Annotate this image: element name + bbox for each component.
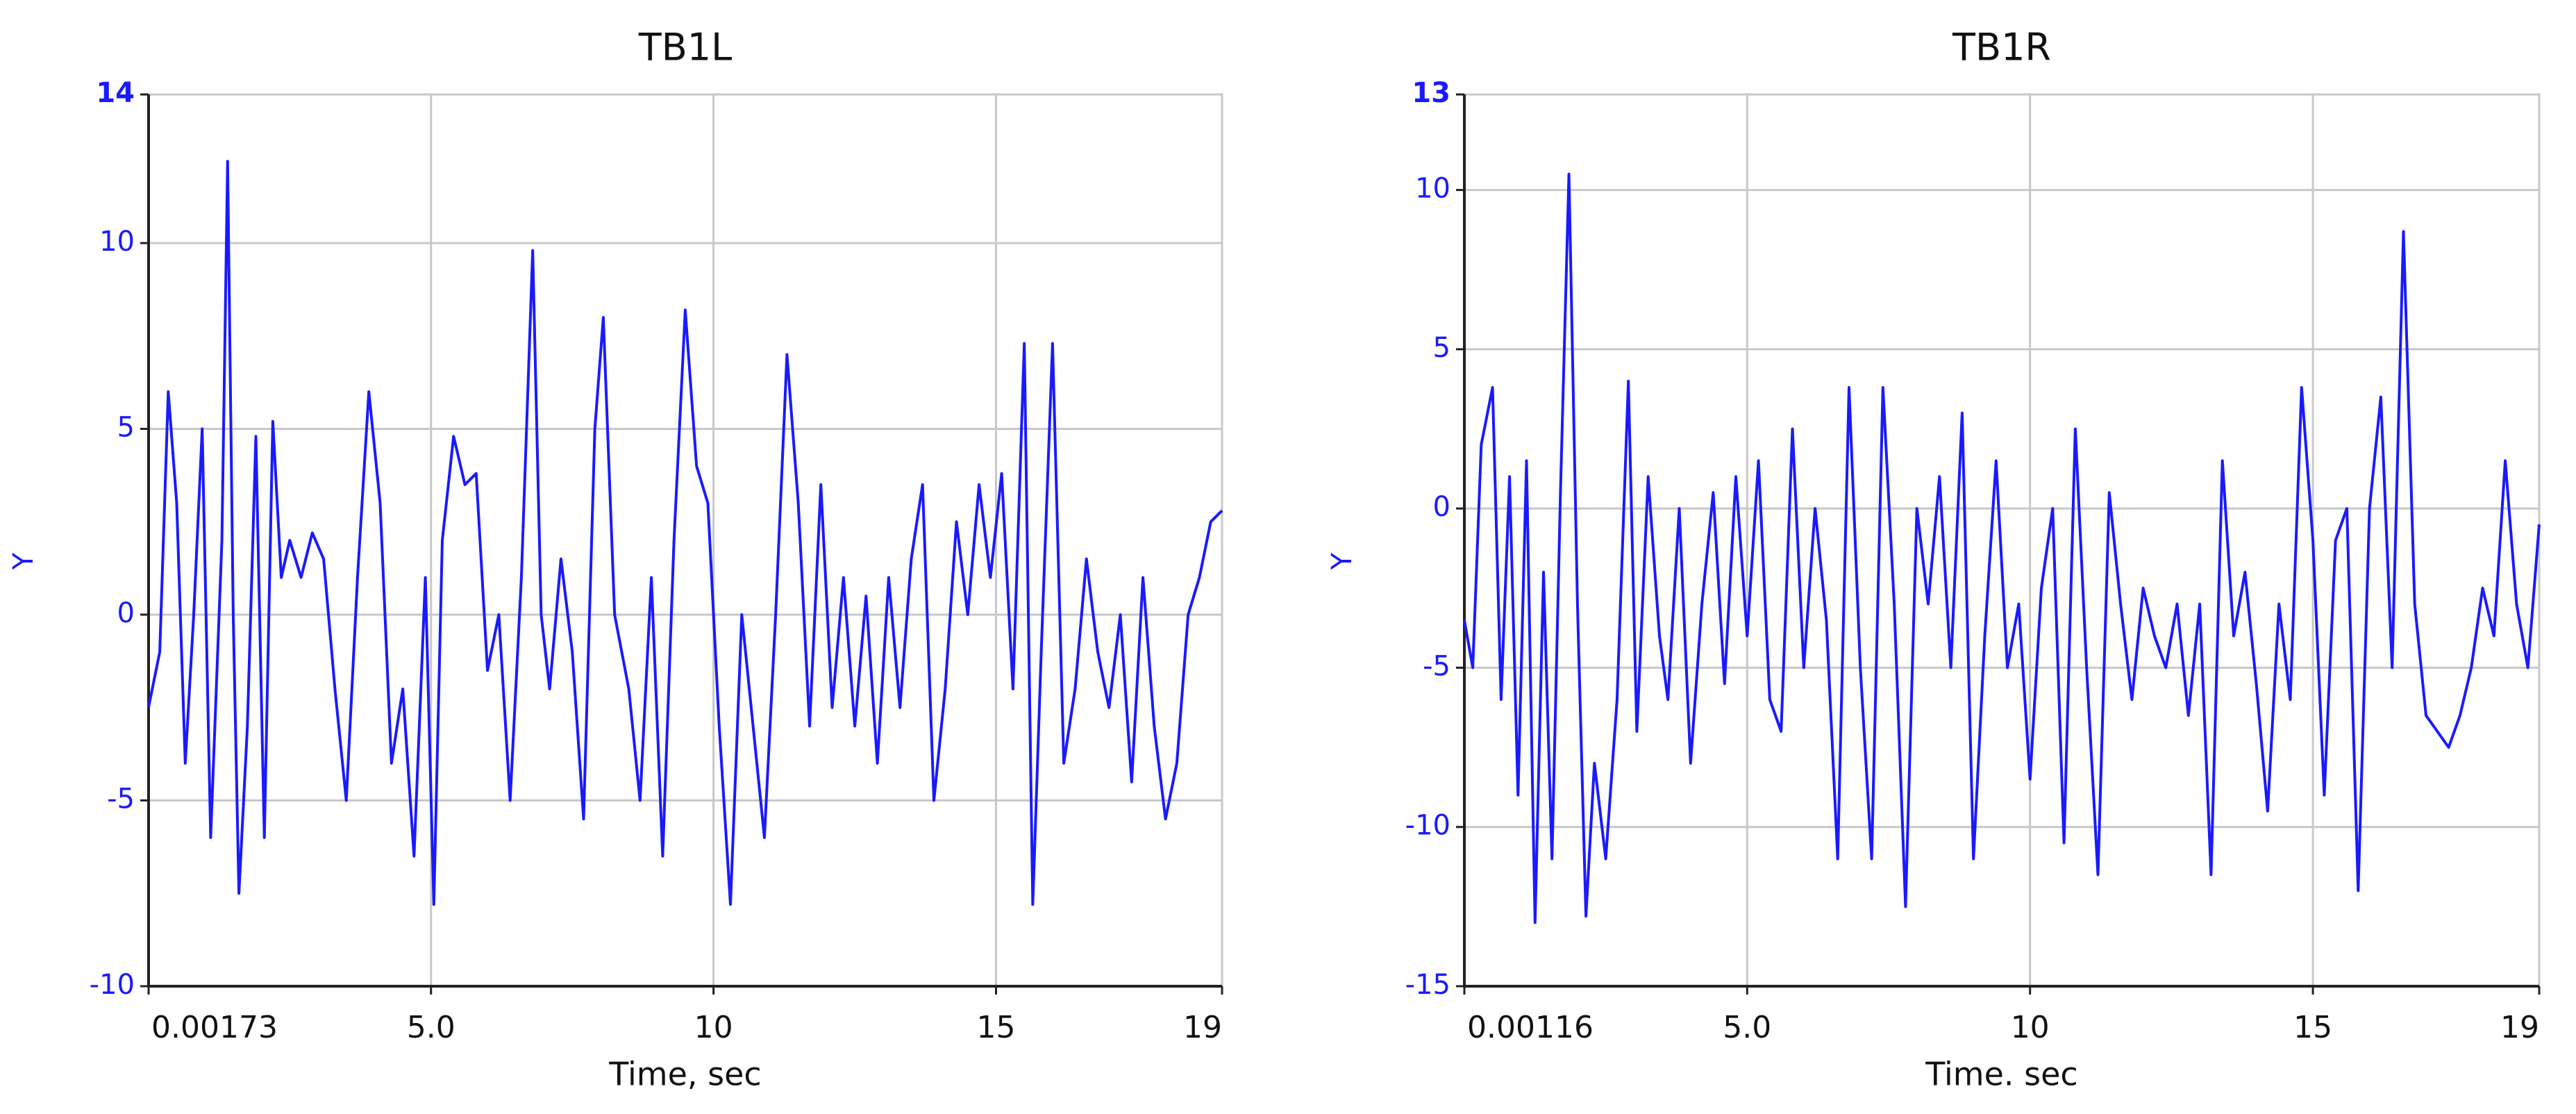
x-tick-label: 0.00116: [1467, 1010, 1594, 1045]
y-tick-label: 14: [96, 77, 135, 109]
x-tick-label: 19: [2500, 1010, 2539, 1045]
chart-title: TB1L: [638, 26, 732, 69]
y-tick-label: 10: [1415, 173, 1450, 205]
y-tick-label: 13: [1412, 77, 1450, 109]
x-tick-label: 5.0: [407, 1010, 455, 1045]
x-tick-label: 19: [1183, 1010, 1222, 1045]
x-axis-label: Time, sec: [608, 1056, 761, 1093]
y-tick-label: 10: [99, 226, 135, 258]
y-axis-label: Y: [8, 552, 40, 570]
y-tick-label: 0: [117, 597, 135, 629]
x-tick-label: 10: [694, 1010, 733, 1045]
y-tick-label: 5: [117, 412, 135, 444]
x-tick-label: 10: [2011, 1010, 2050, 1045]
y-tick-label: -15: [1405, 969, 1450, 1001]
y-tick-label: -10: [1405, 810, 1450, 842]
y-tick-label: -10: [90, 969, 135, 1001]
line-series: [147, 160, 1223, 906]
x-tick-label: 5.0: [1723, 1010, 1771, 1045]
y-tick-label: -5: [1423, 650, 1450, 682]
y-tick-label: 0: [1433, 491, 1450, 523]
line-series: [1462, 172, 2541, 924]
x-tick-label: 15: [2293, 1010, 2332, 1045]
y-tick-label: 5: [1433, 332, 1450, 364]
x-tick-label: 15: [976, 1010, 1015, 1045]
y-axis-label: Y: [1326, 552, 1358, 570]
x-axis-label: Time. sec: [1925, 1056, 2077, 1093]
x-tick-label: 0.00173: [151, 1010, 278, 1045]
y-tick-label: -5: [107, 783, 135, 815]
chart-title: TB1R: [1952, 26, 2051, 69]
